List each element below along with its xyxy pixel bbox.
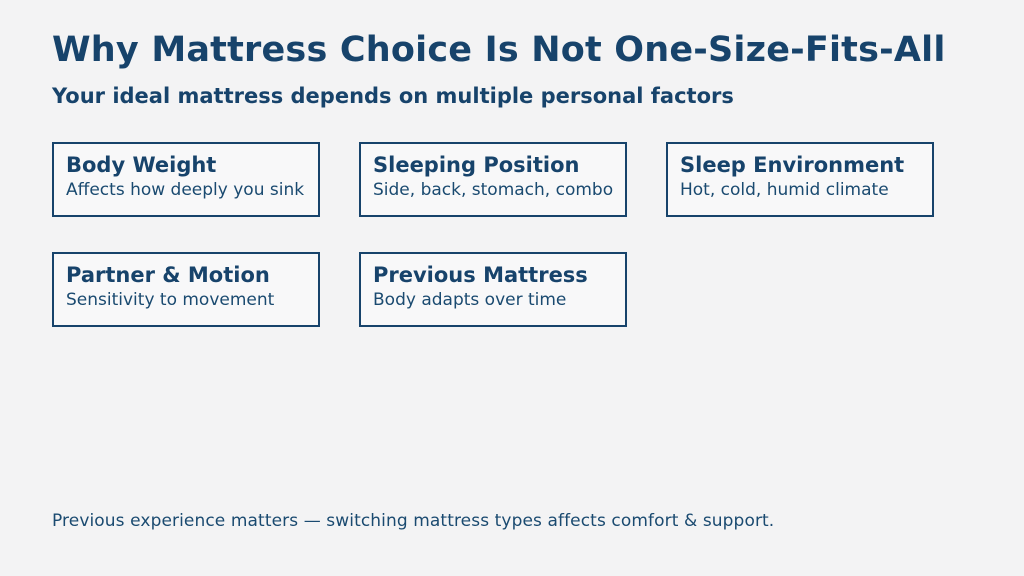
footer-note: Previous experience matters — switching … [52,511,775,531]
card-description: Hot, cold, humid climate [680,180,889,201]
card-title: Sleeping Position [373,153,580,177]
card-description: Side, back, stomach, combo [373,180,614,201]
card-title: Body Weight [66,153,217,177]
card-description: Body adapts over time [373,290,567,311]
card-previous-mattress: Previous Mattress Body adapts over time [359,252,627,327]
card-partner-motion: Partner & Motion Sensitivity to movement [52,252,320,327]
card-title: Sleep Environment [680,153,905,177]
page-subtitle: Your ideal mattress depends on multiple … [52,84,734,108]
card-description: Affects how deeply you sink [66,180,305,201]
card-title: Previous Mattress [373,263,588,287]
card-body-weight: Body Weight Affects how deeply you sink [52,142,320,217]
card-title: Partner & Motion [66,263,270,287]
card-sleeping-position: Sleeping Position Side, back, stomach, c… [359,142,627,217]
card-sleep-environment: Sleep Environment Hot, cold, humid clima… [666,142,934,217]
card-description: Sensitivity to movement [66,290,275,311]
page-title: Why Mattress Choice Is Not One-Size-Fits… [52,30,946,70]
factor-cards-grid: Body Weight Affects how deeply you sink … [52,142,934,327]
